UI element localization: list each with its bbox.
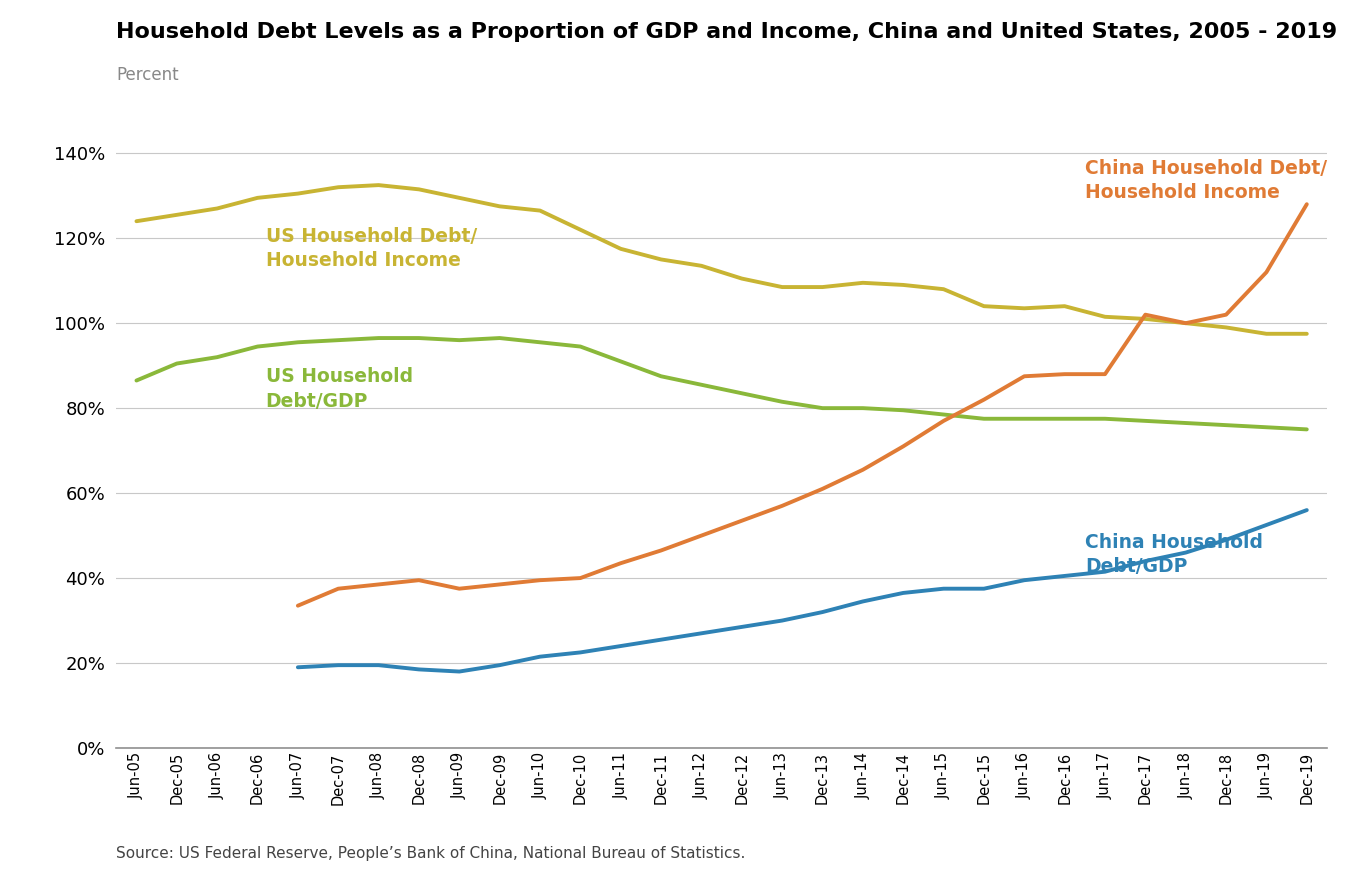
Text: US Household Debt/
Household Income: US Household Debt/ Household Income [265,227,477,270]
Text: Household Debt Levels as a Proportion of GDP and Income, China and United States: Household Debt Levels as a Proportion of… [116,22,1338,42]
Text: Percent: Percent [116,66,179,84]
Text: US Household
Debt/GDP: US Household Debt/GDP [265,367,413,411]
Text: China Household Debt/
Household Income: China Household Debt/ Household Income [1085,159,1327,202]
Text: China Household
Debt/GDP: China Household Debt/GDP [1085,533,1263,576]
Text: Source: US Federal Reserve, People’s Bank of China, National Bureau of Statistic: Source: US Federal Reserve, People’s Ban… [116,846,746,861]
